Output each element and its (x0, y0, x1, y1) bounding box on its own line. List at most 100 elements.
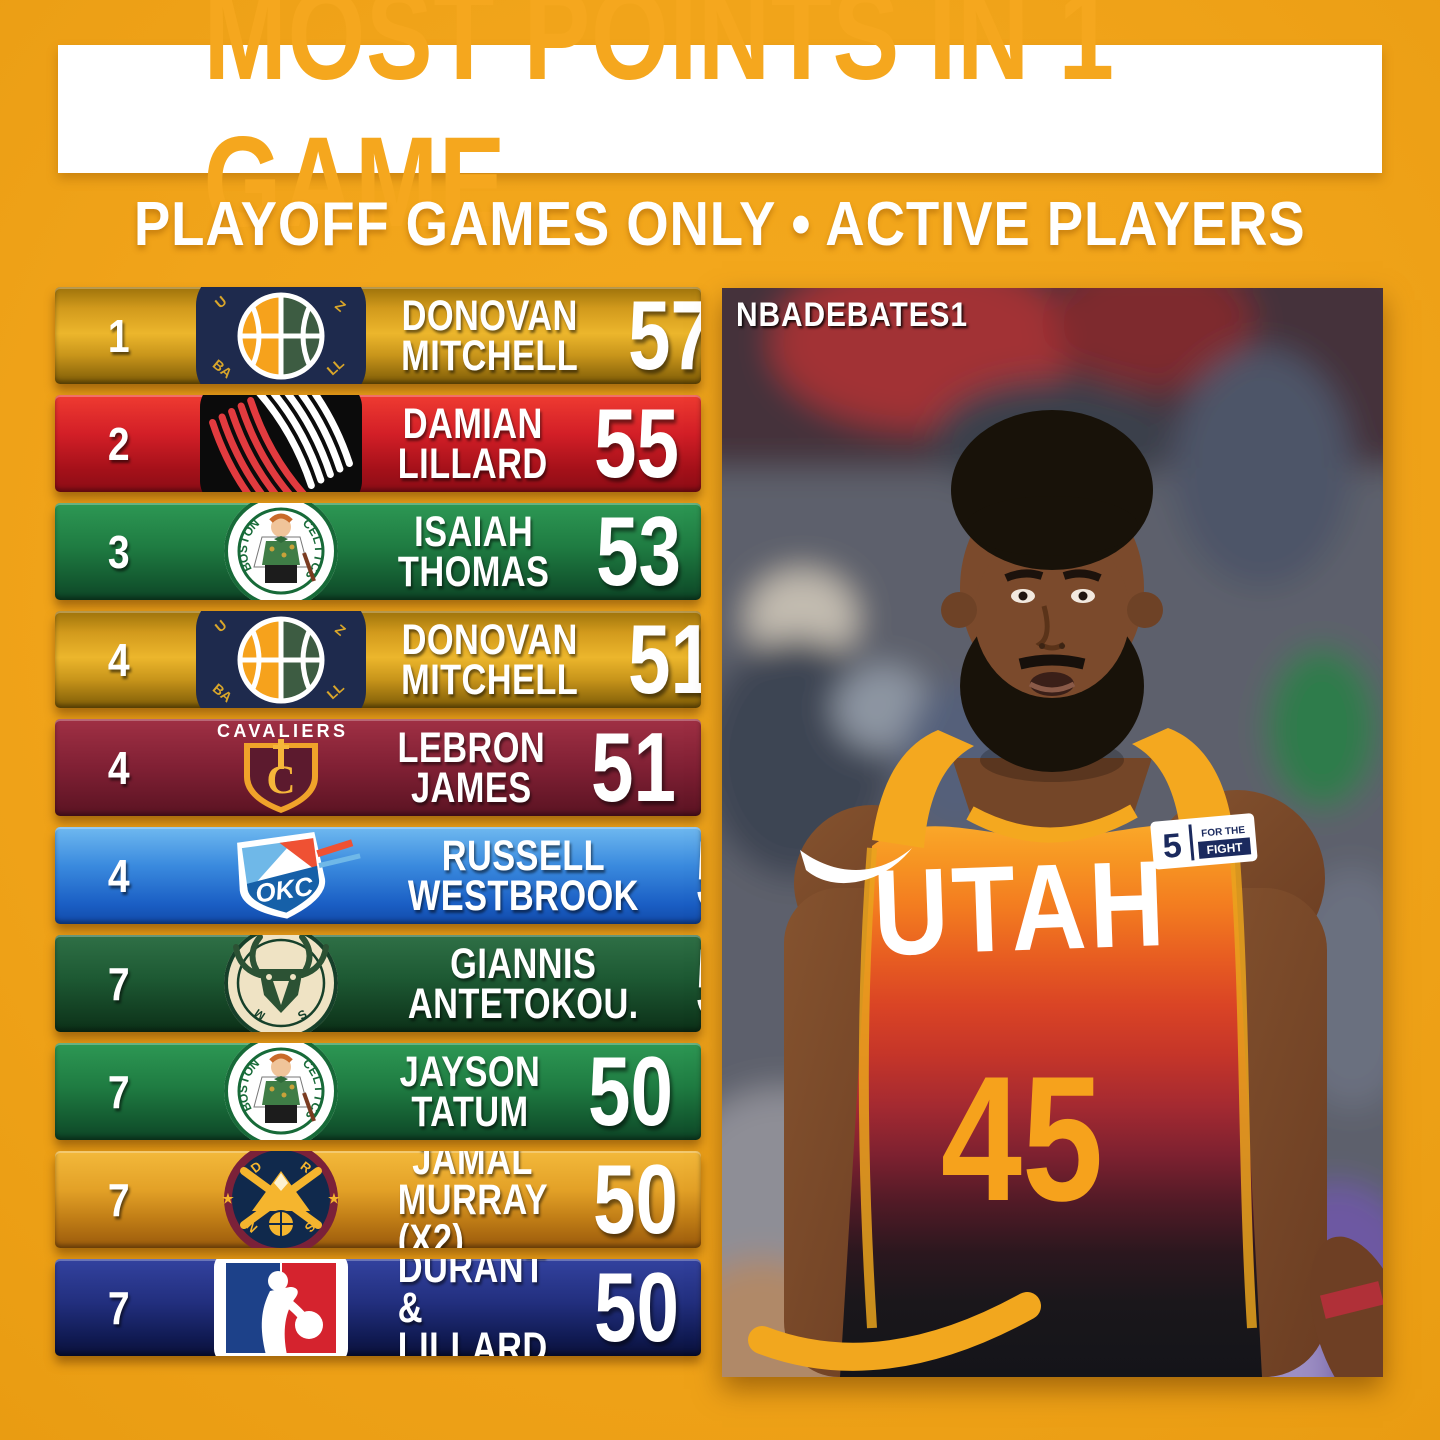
jersey-wordmark: UTAH (871, 835, 1169, 981)
watermark-label: NBADEBATES1 (736, 296, 968, 334)
page-subtitle: PLAYOFF GAMES ONLY • ACTIVE PLAYERS (134, 189, 1306, 259)
player-name-cell: JAMAL MURRAY (X2) (379, 1151, 566, 1248)
okc-logo: OKC (183, 827, 379, 924)
points-value: 51 (627, 611, 701, 708)
points-cell: 53 (568, 503, 701, 600)
rank-cell: 4 (55, 633, 183, 687)
player-name-line1: JAYSON (399, 1047, 541, 1096)
nuggets-logo: D R N S ★ ★ (183, 1151, 379, 1248)
table-row: 7 MS GIANNIS ANTETOKOU. 50 (55, 935, 701, 1032)
rank-cell: 7 (55, 1173, 183, 1227)
player-name-line1: DONOVAN (401, 291, 578, 340)
player-name-line1: RUSSELL (441, 831, 606, 880)
patch-line2: FIGHT (1206, 840, 1244, 857)
points-value: 51 (695, 827, 701, 924)
nike-swoosh-icon (800, 848, 912, 884)
points-value: 50 (588, 1043, 674, 1140)
player-name-line2: THOMAS (397, 547, 550, 596)
player-name-line2: ANTETOKOU. (407, 979, 639, 1028)
jersey-patch: 5 FOR THE FIGHT (1150, 813, 1258, 870)
player-figure: UTAH 45 5 FOR THE FIGHT (748, 410, 1383, 1377)
player-name: DURANT & LILLARD (398, 1259, 548, 1356)
player-name-cell: GIANNIS ANTETOKOU. (379, 942, 668, 1028)
player-name: ISAIAH THOMAS (397, 507, 550, 596)
player-name: DONOVAN MITCHELL (401, 291, 579, 380)
points-cell: 50 (668, 935, 701, 1032)
jazz-logo: U Z BA LL (183, 611, 379, 708)
svg-text:S: S (236, 545, 250, 554)
player-name-line2: JAMES (411, 763, 532, 812)
rank-cell: 4 (55, 849, 183, 903)
rank-label: 2 (108, 417, 130, 470)
rank-cell: 1 (55, 309, 183, 363)
player-name-line1: JAMAL (412, 1151, 533, 1184)
player-name-line2: TATUM (411, 1087, 529, 1136)
rank-cell: 7 (55, 1065, 183, 1119)
rank-cell: 2 (55, 417, 183, 471)
rank-label: 7 (108, 957, 130, 1010)
jazz-logo: U Z BA LL (183, 287, 379, 384)
jersey-number: 45 (941, 1040, 1103, 1238)
rank-label: 7 (108, 1281, 130, 1334)
player-name: DAMIAN LILLARD (397, 399, 548, 488)
player-name: LEBRON JAMES (397, 723, 546, 812)
points-value: 50 (593, 1259, 679, 1356)
player-name-line2: MURRAY (X2) (397, 1175, 548, 1248)
rank-label: 7 (108, 1173, 130, 1226)
table-row: 4 CAVALIERS C LEBRON JAMES 51 (55, 719, 701, 816)
player-name-cell: RUSSELL WESTBROOK (379, 831, 668, 917)
points-cell: 50 (566, 1151, 701, 1248)
table-row: 7 BOSTONCELTICS JAYSON TATUM 50 (55, 1043, 701, 1140)
player-name: GIANNIS ANTETOKOU. (407, 942, 639, 1028)
table-row: 7 DURANT & LILLARD 50 (55, 1259, 701, 1356)
svg-text:★: ★ (222, 1191, 234, 1206)
points-value: 55 (593, 395, 679, 492)
player-name-line1: ISAIAH (414, 507, 534, 556)
svg-text:C: C (267, 757, 296, 802)
subtitle-bar: PLAYOFF GAMES ONLY • ACTIVE PLAYERS (0, 188, 1440, 260)
player-name-line2: MITCHELL (401, 331, 579, 380)
player-name-cell: DONOVAN MITCHELL (379, 615, 600, 701)
table-row: 4 OKC RUSSELL WESTBROOK 51 (55, 827, 701, 924)
player-name-line1: LEBRON (397, 723, 546, 772)
player-name-cell: JAYSON TATUM (379, 1047, 561, 1136)
page-title: MOST POINTS IN 1 GAME (203, 0, 1115, 254)
rank-cell: 4 (55, 741, 183, 795)
player-name-line1: DONOVAN (401, 615, 578, 664)
points-cell: 50 (561, 1043, 701, 1140)
player-name-line1: DAMIAN (402, 399, 543, 448)
celtics-logo: BOSTONCELTICS (183, 503, 379, 600)
player-name: RUSSELL WESTBROOK (408, 831, 639, 917)
rank-cell: 3 (55, 525, 183, 579)
rank-label: 7 (108, 1065, 130, 1118)
patch-number: 5 (1161, 826, 1183, 866)
patch-line1: FOR THE (1201, 825, 1246, 840)
player-name-cell: DAMIAN LILLARD (379, 399, 566, 488)
player-name: JAMAL MURRAY (X2) (398, 1151, 548, 1248)
points-cell: 51 (600, 611, 701, 708)
points-value: 50 (695, 935, 701, 1032)
nba-logo (183, 1259, 379, 1356)
svg-text:T: T (237, 1074, 253, 1086)
rank-label: 4 (108, 633, 130, 686)
svg-text:I: I (311, 555, 325, 561)
svg-text:O: O (236, 552, 252, 564)
player-name-line2: LILLARD (397, 439, 548, 488)
svg-text:T: T (312, 545, 326, 554)
rank-cell: 7 (55, 957, 183, 1011)
rank-label: 3 (108, 525, 130, 578)
svg-text:S: S (236, 1085, 250, 1094)
player-name-cell: ISAIAH THOMAS (379, 507, 568, 596)
player-name-cell: DURANT & LILLARD (379, 1259, 566, 1356)
svg-text:L: L (310, 1074, 326, 1085)
svg-text:T: T (312, 1085, 326, 1094)
blazers-logo (183, 395, 379, 492)
table-row: 2 DAMIAN LILLARD 55 (55, 395, 701, 492)
table-row: 7 D R N S ★ ★ JAMAL MURRAY (X2) 50 (55, 1151, 701, 1248)
points-cell: 50 (566, 1259, 701, 1356)
player-name-cell: DONOVAN MITCHELL (379, 291, 600, 380)
rank-label: 4 (108, 741, 130, 794)
